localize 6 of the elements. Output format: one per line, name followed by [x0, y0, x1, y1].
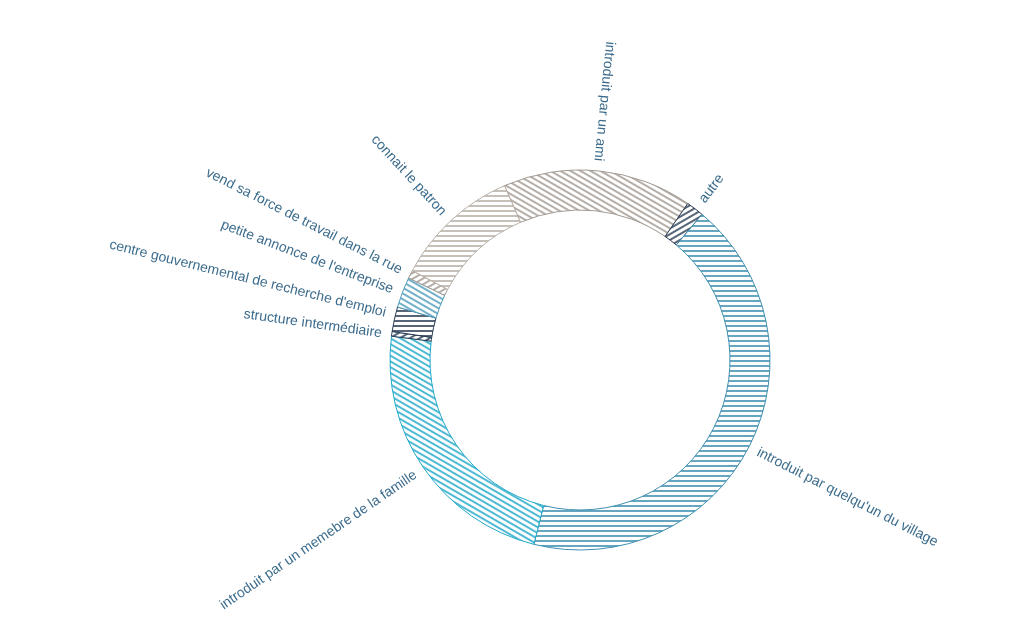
donut-slice [664, 203, 703, 246]
donut-slice [504, 169, 689, 237]
donut-slice [397, 277, 446, 319]
donut-slice [411, 185, 521, 290]
slice-label: introduit par un ami [591, 40, 620, 162]
donut-slice [391, 306, 437, 338]
